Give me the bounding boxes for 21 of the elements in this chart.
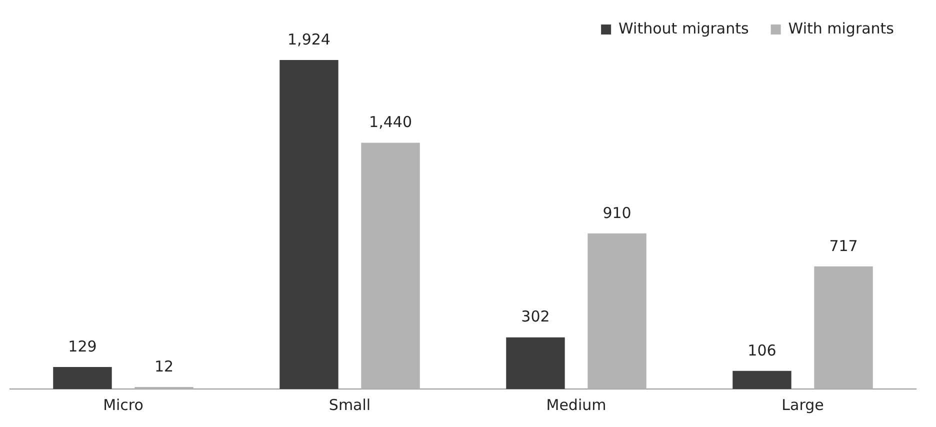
bar [280, 60, 338, 389]
data-label: 1,440 [369, 113, 412, 132]
data-label: 106 [748, 341, 776, 360]
data-label: 717 [829, 236, 858, 255]
x-tick-label: Micro [103, 396, 144, 414]
bar [588, 233, 646, 389]
bar [732, 370, 792, 389]
bar [506, 337, 565, 389]
legend-label: With migrants [788, 19, 894, 38]
x-tick-label: Small [328, 396, 371, 414]
data-label: 129 [68, 337, 97, 356]
data-label: 12 [154, 357, 174, 376]
x-tick-label: Medium [546, 396, 606, 414]
legend-label: Without migrants [618, 19, 749, 38]
data-label: 910 [602, 204, 632, 222]
bar [53, 366, 112, 389]
bar [814, 266, 873, 389]
data-label: 1,924 [288, 30, 330, 48]
x-tick-label: Large [782, 396, 824, 414]
data-label: 302 [521, 308, 550, 326]
bar [361, 142, 420, 389]
